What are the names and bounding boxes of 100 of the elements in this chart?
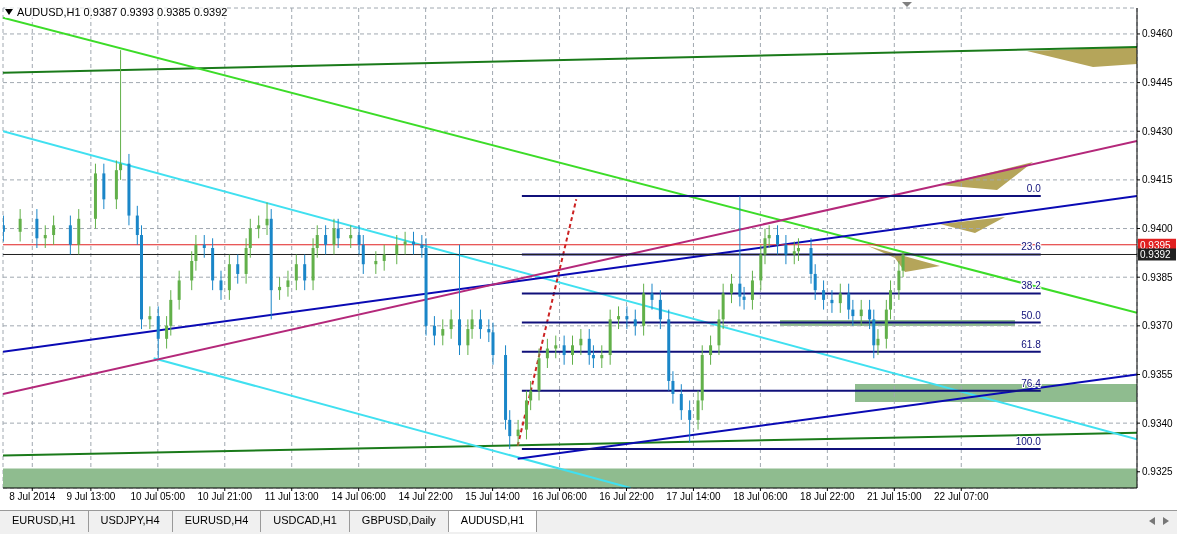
candlestick <box>349 224 353 249</box>
candlestick <box>750 270 754 311</box>
candlestick <box>822 279 826 311</box>
candlestick <box>688 399 692 444</box>
text: AUDUSD,H1 <box>448 511 538 532</box>
candlestick <box>554 335 558 359</box>
y-tick-label: 0.9400 <box>1142 223 1174 235</box>
candlestick <box>633 309 637 337</box>
candlestick <box>119 49 123 181</box>
candlestick <box>897 260 901 301</box>
candlestick <box>403 231 407 255</box>
candlestick <box>571 335 574 366</box>
x-tick-label: 21 Jul 15:00 <box>867 491 922 503</box>
candlestick <box>382 244 386 272</box>
x-tick-label: 9 Jul 13:00 <box>66 491 116 503</box>
candlestick <box>742 286 746 311</box>
candlestick <box>135 205 139 246</box>
candlestick <box>579 328 583 356</box>
candlestick <box>52 215 56 246</box>
candlestick <box>43 224 47 249</box>
candlestick <box>219 270 223 301</box>
text: EURUSD,H1 <box>0 511 89 532</box>
candlestick <box>671 370 675 405</box>
y-tick-label: 0.9370 <box>1142 320 1174 332</box>
candlestick <box>420 234 424 259</box>
x-tick-label: 18 Jul 06:00 <box>733 491 789 503</box>
candlestick <box>508 409 512 450</box>
series-label: 0.0 <box>1026 183 1042 195</box>
candlestick <box>336 218 340 249</box>
candlestick <box>441 318 445 346</box>
candlestick <box>194 234 198 272</box>
candlestick <box>851 299 855 327</box>
candlestick <box>487 318 491 343</box>
candlestick <box>466 318 470 356</box>
y-tick-label: 0.9385 <box>1142 271 1174 283</box>
candlestick <box>776 224 780 255</box>
y-tick-label: 0.9430 <box>1142 125 1174 137</box>
y-tick-label: 0.9325 <box>1142 466 1174 478</box>
candlestick <box>562 335 566 366</box>
candlestick <box>767 224 771 249</box>
candlestick <box>432 315 436 346</box>
x-tick-label: 16 Jul 06:00 <box>532 491 588 503</box>
candlestick <box>202 234 206 259</box>
candlestick <box>303 253 307 291</box>
text: USDJPY,H4 <box>88 511 173 532</box>
candlestick <box>68 215 72 255</box>
y-tick-label: 0.9415 <box>1142 174 1174 186</box>
candlestick <box>784 234 788 265</box>
candlestick <box>901 250 905 278</box>
series-label: 100.0 <box>1015 436 1042 448</box>
x-tick-label: 17 Jul 14:00 <box>666 491 722 503</box>
y-tick-label: 0.9460 <box>1142 28 1174 40</box>
candlestick <box>357 224 361 255</box>
y-tick-label: 0.9340 <box>1142 417 1174 429</box>
candlestick <box>679 383 683 421</box>
x-tick-label: 22 Jul 07:00 <box>934 491 989 503</box>
candlestick <box>470 309 474 340</box>
x-tick-label: 8 Jul 2014 <box>9 491 56 503</box>
candlestick <box>165 315 169 350</box>
candlestick <box>286 270 290 298</box>
candlestick <box>830 289 834 314</box>
y-tick-label: 0.9445 <box>1142 77 1174 89</box>
candlestick <box>696 390 700 431</box>
candlestick <box>813 263 817 301</box>
candlestick <box>411 231 415 255</box>
candlestick <box>763 228 767 265</box>
candlestick <box>516 419 520 447</box>
ref-line-label: 0.9395 <box>1140 239 1172 251</box>
candlestick <box>658 289 662 330</box>
candlestick <box>617 305 621 330</box>
candlestick <box>315 224 319 259</box>
x-tick-label: 15 Jul 14:00 <box>465 491 521 503</box>
candlestick <box>3 215 5 243</box>
candlestick <box>876 328 880 356</box>
candlestick <box>332 218 336 255</box>
candlestick <box>324 224 328 255</box>
candlestick <box>838 283 842 314</box>
candlestick <box>35 208 39 249</box>
x-tick-label: 10 Jul 05:00 <box>130 491 186 503</box>
candlestick <box>236 253 240 285</box>
candlestick <box>156 305 160 359</box>
candlestick <box>730 273 734 304</box>
candlestick <box>18 208 22 243</box>
candlestick <box>587 328 591 366</box>
candlestick <box>738 195 742 307</box>
x-tick-label: 16 Jul 22:00 <box>599 491 655 503</box>
series-label: 50.0 <box>1021 309 1042 321</box>
series-label: 76.4 <box>1021 377 1042 389</box>
candlestick <box>478 309 482 340</box>
candlestick <box>257 215 261 239</box>
candlestick <box>148 305 152 330</box>
candlestick <box>868 299 872 330</box>
candlestick <box>600 344 604 369</box>
y-tick-label: 0.9355 <box>1142 369 1174 381</box>
x-tick-label: 14 Jul 22:00 <box>398 491 454 503</box>
candlestick <box>859 299 863 327</box>
chart-title: AUDUSD,H1 0.9387 0.9393 0.9385 0.9392 <box>17 6 228 18</box>
text: GBPUSD,Daily <box>349 511 449 532</box>
x-tick-label: 11 Jul 13:00 <box>264 491 320 503</box>
candlestick <box>847 283 851 320</box>
